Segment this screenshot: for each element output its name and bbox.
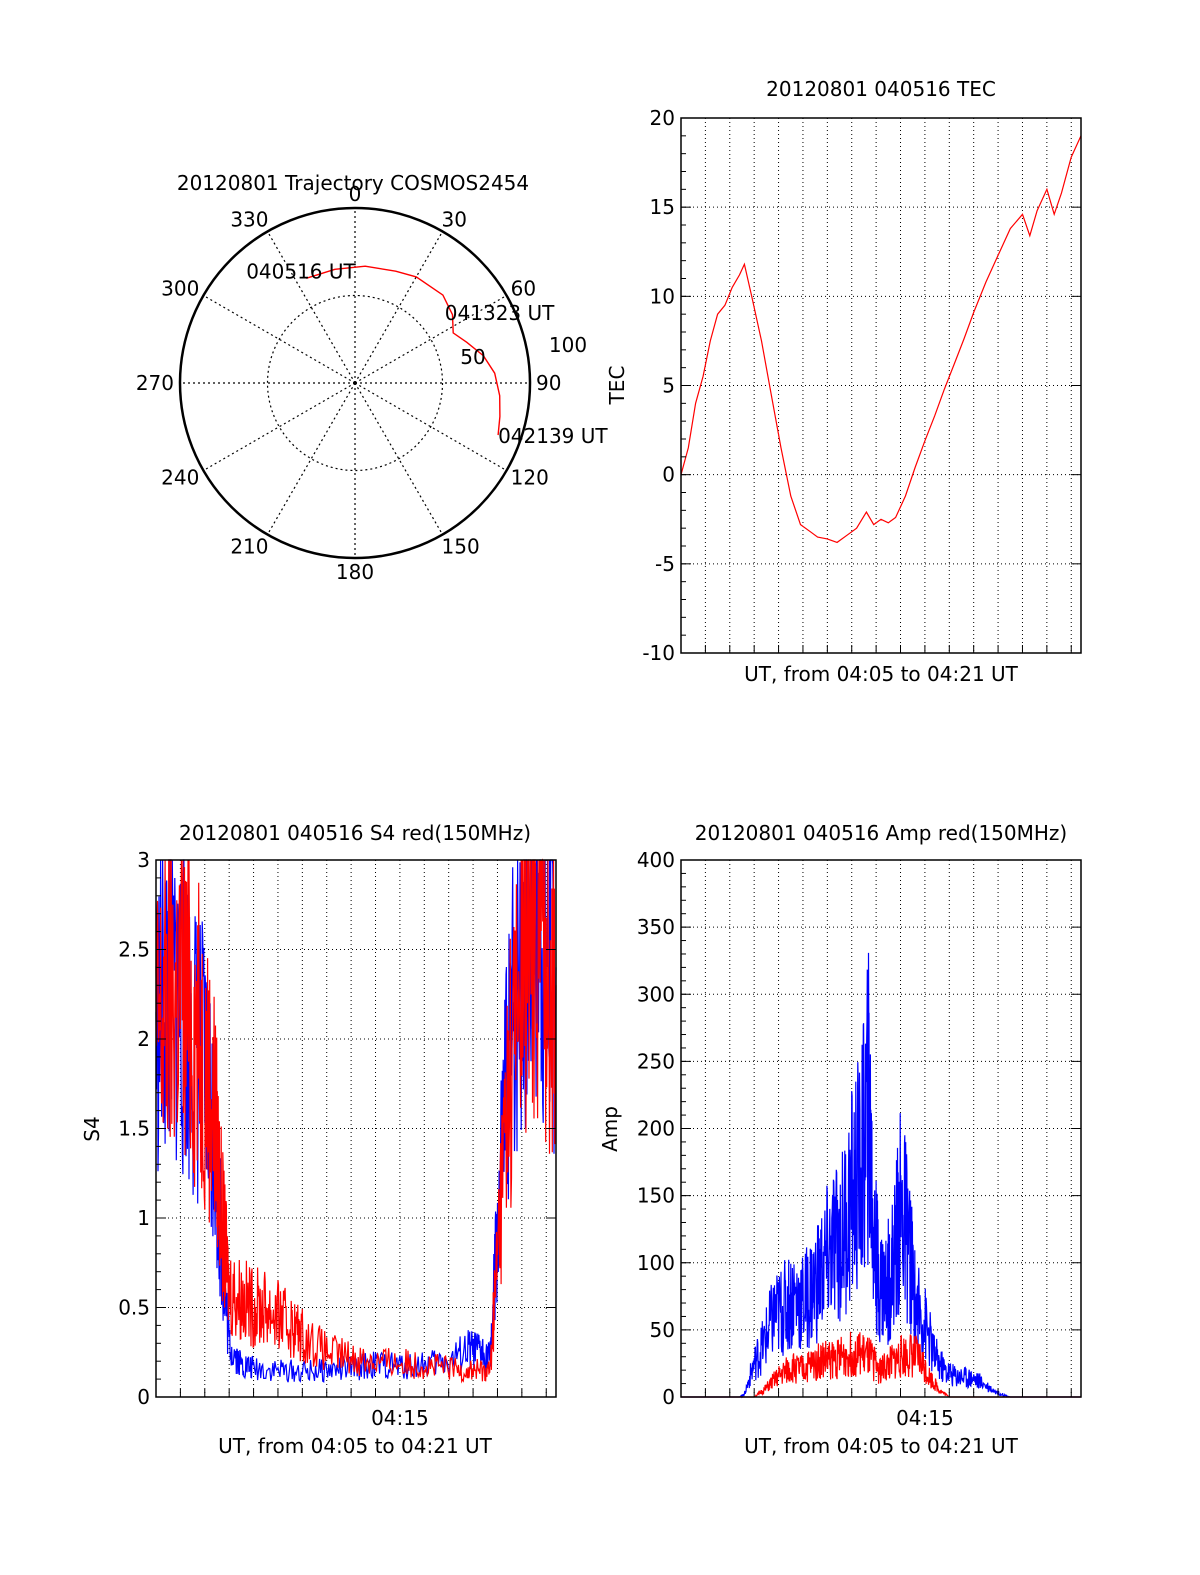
trajectory-time-label: 040516 UT xyxy=(246,259,356,283)
polar-spoke xyxy=(266,382,356,535)
trajectory-line xyxy=(305,265,501,436)
amp-frame xyxy=(680,859,1082,1398)
amp-series xyxy=(681,952,1081,1399)
polar-azimuth-label: 150 xyxy=(442,535,480,559)
polar-spoke xyxy=(266,231,356,384)
amp-ytick-label: 200 xyxy=(637,1117,675,1141)
s4-xtick-label: 04:15 xyxy=(371,1406,429,1430)
polar-grid xyxy=(178,206,532,560)
amp-ytick-label: 150 xyxy=(637,1184,675,1208)
tec-xlabel: UT, from 04:05 to 04:21 UT xyxy=(744,662,1019,686)
s4-series-blue xyxy=(155,859,557,1383)
s4-ylabel: S4 xyxy=(80,1116,104,1141)
amp-xtick-label: 04:15 xyxy=(896,1406,954,1430)
polar-labels: 0 30 60 90 120 150 180 210 240 270 300 330 50 100 0405… xyxy=(136,182,609,584)
polar-series xyxy=(305,265,501,436)
polar-spoke xyxy=(354,294,507,384)
amp-ytick-label: 250 xyxy=(637,1049,675,1073)
polar-spoke xyxy=(354,382,444,535)
amp-grid xyxy=(681,860,1081,1397)
tec-series xyxy=(680,135,1082,544)
polar-azimuth-label: 180 xyxy=(336,560,374,584)
tec-series-red xyxy=(680,135,1082,544)
amp-xlabel: UT, from 04:05 to 04:21 UT xyxy=(744,1434,1019,1458)
amp-ytick-label: 50 xyxy=(650,1318,675,1342)
polar-azimuth-label: 120 xyxy=(511,466,549,490)
polar-spoke xyxy=(354,231,444,384)
polar-radius-label: 50 xyxy=(460,345,485,369)
trajectory-time-label: 041323 UT xyxy=(445,301,555,325)
amp-ytick-label: 0 xyxy=(662,1385,675,1409)
tec-ytick-label: 15 xyxy=(650,195,675,219)
s4-ticks: 0 0.5 1 1.5 2 2.5 3 04:15 xyxy=(118,848,557,1430)
s4-ytick-label: 2 xyxy=(137,1027,150,1051)
polar-title: 20120801 Trajectory COSMOS2454 xyxy=(177,171,529,195)
s4-ytick-label: 1.5 xyxy=(118,1117,150,1141)
amp-title: 20120801 040516 Amp red(150MHz) xyxy=(695,821,1067,845)
polar-azimuth-label: 330 xyxy=(230,207,268,231)
polar-azimuth-label: 240 xyxy=(161,466,199,490)
amp-series-blue xyxy=(681,952,1081,1399)
tec-panel: 20120801 040516 TEC -10 -5 0 5 10 15 20 UT, fr… xyxy=(605,77,1082,686)
polar-azimuth-label: 60 xyxy=(511,277,536,301)
polar-panel: 20120801 Trajectory COSMOS2454 0 30 60 90 12… xyxy=(136,171,609,584)
polar-spoke xyxy=(354,382,507,472)
amp-ytick-label: 400 xyxy=(637,848,675,872)
polar-azimuth-label: 90 xyxy=(536,371,561,395)
tec-frame xyxy=(680,117,1082,654)
s4-ytick-label: 0.5 xyxy=(118,1296,150,1320)
tec-title: 20120801 040516 TEC xyxy=(766,77,996,101)
polar-azimuth-label: 30 xyxy=(442,207,467,231)
polar-ring-50 xyxy=(266,294,444,472)
tec-ytick-label: -5 xyxy=(655,552,675,576)
tec-ytick-label: 20 xyxy=(650,106,675,130)
amp-panel: 20120801 040516 Amp red(150MHz) 0 50 100 15… xyxy=(598,821,1082,1458)
s4-xlabel: UT, from 04:05 to 04:21 UT xyxy=(218,1434,493,1458)
s4-ytick-label: 3 xyxy=(137,848,150,872)
polar-spoke xyxy=(203,382,356,472)
tec-ylabel: TEC xyxy=(605,366,629,406)
s4-series-red xyxy=(155,858,557,1384)
polar-azimuth-label: 210 xyxy=(230,535,268,559)
s4-frame xyxy=(155,859,557,1398)
s4-series xyxy=(155,858,557,1384)
s4-ytick-label: 0 xyxy=(137,1385,150,1409)
tec-ytick-label: -10 xyxy=(642,641,675,665)
tec-ticks: -10 -5 0 5 10 15 20 xyxy=(642,106,1082,665)
polar-spoke xyxy=(203,294,356,384)
s4-title: 20120801 040516 S4 red(150MHz) xyxy=(179,821,531,845)
tec-ytick-label: 5 xyxy=(662,374,675,398)
tec-ytick-label: 10 xyxy=(650,284,675,308)
tec-grid xyxy=(681,118,1081,653)
polar-radius-label: 100 xyxy=(549,333,587,357)
s4-panel: 20120801 040516 S4 red(150MHz) 0 0.5 1 1.5 2… xyxy=(80,821,557,1458)
amp-ticks: 0 50 100 150 200 250 300 350 400 04:15 xyxy=(637,848,1082,1430)
s4-ytick-label: 2.5 xyxy=(118,938,150,962)
amp-ytick-label: 300 xyxy=(637,982,675,1006)
amp-ytick-label: 100 xyxy=(637,1251,675,1275)
amp-ytick-label: 350 xyxy=(637,915,675,939)
amp-ylabel: Amp xyxy=(598,1106,622,1152)
polar-azimuth-label: 300 xyxy=(161,277,199,301)
amp-series-red xyxy=(681,1331,1081,1398)
polar-azimuth-label: 0 xyxy=(349,182,362,206)
tec-ytick-label: 0 xyxy=(662,463,675,487)
s4-ytick-label: 1 xyxy=(137,1206,150,1230)
polar-azimuth-label: 270 xyxy=(136,371,174,395)
polar-outer-ring xyxy=(178,206,532,560)
trajectory-time-label: 042139 UT xyxy=(498,424,608,448)
